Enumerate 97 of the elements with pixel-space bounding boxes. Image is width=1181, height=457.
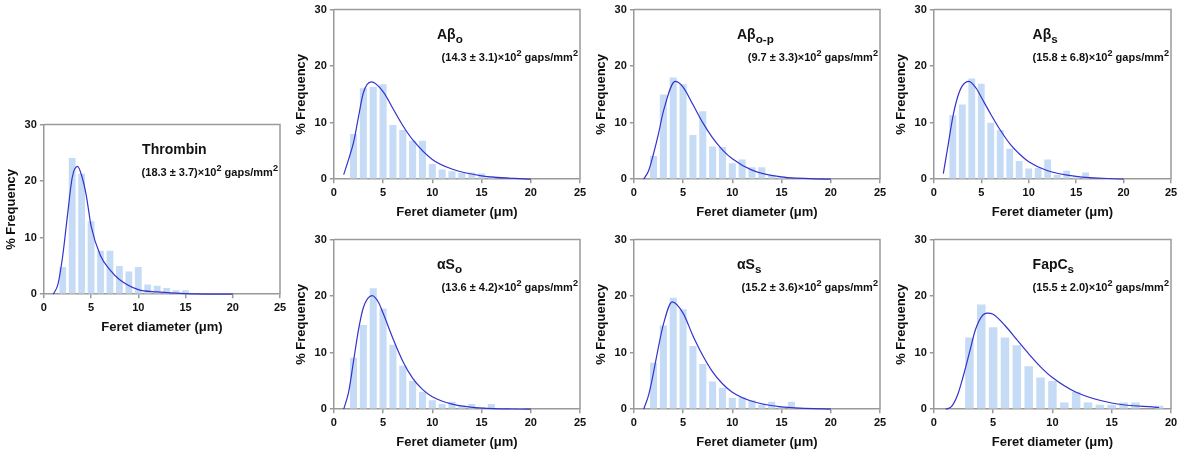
y-tick-label: 20 [914,59,927,72]
y-tick-label: 20 [614,289,627,302]
x-tick-label: 25 [873,415,887,428]
x-tick-label: 0 [930,185,937,198]
annotation: (15.8 ± 6.8)×10$^{2}$ gaps/mm$^{2}$ [1032,48,1169,63]
y-tick-label: 30 [314,2,327,15]
y-axis-title: % Frequency [593,283,609,365]
y-axis-title: % Frequency [3,168,19,250]
y-axis-title: % Frequency [893,53,909,135]
x-axis-title: Feret diameter (μm) [396,433,518,449]
y-tick-label: 10 [614,115,627,128]
y-tick-label: 10 [314,345,327,358]
text: Aβ$_{s}$ [1032,26,1058,45]
x-tick-label: 10 [726,185,739,198]
x-tick-label: 5 [380,185,387,198]
y-tick-label: 10 [914,115,927,128]
x-tick-label: 20 [824,185,837,198]
y-tick-label: 30 [24,117,37,130]
text: Thrombin [142,141,207,157]
y-tick-label: 20 [914,289,927,302]
x-axis-title: Feret diameter (μm) [101,318,223,334]
x-tick-label: 15 [179,300,192,313]
y-axis-title: % Frequency [593,53,609,135]
y-tick-label: 10 [914,345,927,358]
x-tick-label: 10 [1046,415,1059,428]
x-tick-label: 5 [380,415,387,428]
y-tick-label: 0 [30,287,37,300]
annotation: (15.2 ± 3.6)×10$^{2}$ gaps/mm$^{2}$ [741,278,878,293]
x-tick-label: 20 [1117,185,1130,198]
annotation: (9.7 ± 3.3)×10$^{2}$ gaps/mm$^{2}$ [747,48,878,63]
y-tick-label: 10 [614,345,627,358]
annotation: (14.3 ± 3.1)×10$^{2}$ gaps/mm$^{2}$ [441,48,578,63]
x-tick-label: 20 [824,415,837,428]
x-tick-label: 15 [475,415,488,428]
y-tick-label: 30 [314,232,327,245]
annotation: (13.6 ± 4.2)×10$^{2}$ gaps/mm$^{2}$ [441,278,578,293]
text: Aβ$_{o}$ [437,26,463,45]
annotation: (15.5 ± 2.0)×10$^{2}$ gaps/mm$^{2}$ [1032,278,1169,293]
x-tick-label: 15 [775,415,788,428]
y-tick-label: 30 [914,2,927,15]
y-axis-title: % Frequency [893,283,909,365]
x-tick-label: 20 [1164,415,1178,428]
annotation: (18.3 ± 3.7)×10$^{2}$ gaps/mm$^{2}$ [141,163,278,178]
y-tick-label: 0 [920,402,927,415]
x-tick-label: 15 [1070,185,1083,198]
y-tick-label: 30 [914,232,927,245]
x-tick-label: 0 [330,185,337,198]
y-tick-label: 0 [620,402,627,415]
y-tick-label: 30 [614,2,627,15]
x-tick-label: 25 [273,300,287,313]
x-tick-label: 5 [680,415,687,428]
x-tick-label: 20 [226,300,239,313]
y-tick-label: 10 [314,115,327,128]
x-tick-label: 5 [990,415,997,428]
text: αS$_{o}$ [437,256,463,275]
x-tick-label: 25 [573,185,587,198]
x-axis-title: Feret diameter (μm) [991,433,1114,449]
x-tick-label: 10 [1022,185,1035,198]
x-tick-label: 10 [132,300,145,313]
y-tick-label: 0 [320,172,327,185]
y-tick-label: 20 [314,289,327,302]
x-axis-title: Feret diameter (μm) [696,433,818,449]
x-axis-title: Feret diameter (μm) [991,203,1114,219]
x-tick-label: 10 [426,185,439,198]
x-tick-label: 15 [775,185,788,198]
y-tick-label: 20 [614,59,627,72]
x-tick-label: 20 [524,415,537,428]
x-tick-label: 0 [330,415,337,428]
text: αS$_{s}$ [737,256,762,275]
x-axis-title: Feret diameter (μm) [696,203,818,219]
x-tick-label: 15 [475,185,488,198]
y-axis-title: % Frequency [293,53,309,135]
text: Aβ$_{o-p}$ [737,26,774,45]
x-tick-label: 0 [630,185,637,198]
x-tick-label: 5 [978,185,985,198]
x-tick-label: 15 [1105,415,1118,428]
x-tick-label: 10 [726,415,739,428]
y-tick-label: 0 [920,172,927,185]
x-tick-label: 25 [573,415,587,428]
x-tick-label: 0 [630,415,637,428]
x-tick-label: 20 [524,185,537,198]
x-tick-label: 5 [680,185,687,198]
x-axis-title: Feret diameter (μm) [396,203,518,219]
x-tick-label: 25 [873,185,887,198]
x-tick-label: 25 [1164,185,1178,198]
x-tick-label: 0 [930,415,937,428]
y-tick-label: 20 [24,174,37,187]
text: FapC$_{s}$ [1032,256,1075,275]
x-tick-label: 5 [88,300,95,313]
y-tick-label: 10 [24,230,37,243]
y-tick-label: 0 [320,402,327,415]
y-axis-title: % Frequency [293,283,309,365]
y-tick-label: 30 [614,232,627,245]
y-tick-label: 20 [314,59,327,72]
x-tick-label: 0 [40,300,47,313]
x-tick-label: 10 [426,415,439,428]
y-tick-label: 0 [620,172,627,185]
